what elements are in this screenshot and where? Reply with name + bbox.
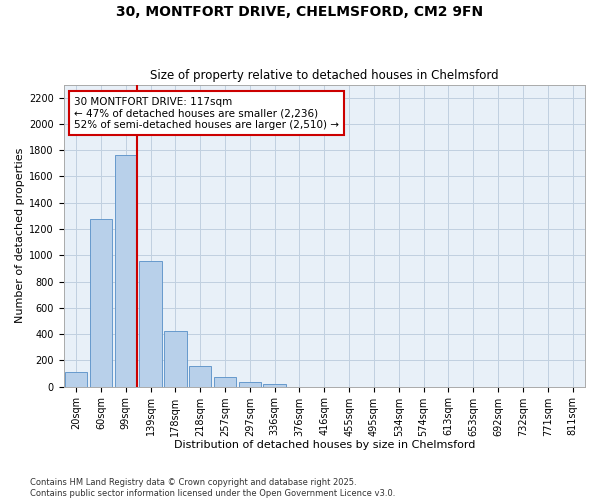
Y-axis label: Number of detached properties: Number of detached properties [15, 148, 25, 324]
Bar [214, 378, 236, 386]
Text: 30, MONTFORT DRIVE, CHELMSFORD, CM2 9FN: 30, MONTFORT DRIVE, CHELMSFORD, CM2 9FN [116, 5, 484, 19]
Title: Size of property relative to detached houses in Chelmsford: Size of property relative to detached ho… [150, 69, 499, 82]
Bar [239, 382, 261, 386]
X-axis label: Distribution of detached houses by size in Chelmsford: Distribution of detached houses by size … [173, 440, 475, 450]
Bar [139, 260, 162, 386]
Bar [115, 156, 137, 386]
Bar [90, 218, 112, 386]
Text: 30 MONTFORT DRIVE: 117sqm
← 47% of detached houses are smaller (2,236)
52% of se: 30 MONTFORT DRIVE: 117sqm ← 47% of detac… [74, 96, 339, 130]
Bar [65, 372, 87, 386]
Text: Contains HM Land Registry data © Crown copyright and database right 2025.
Contai: Contains HM Land Registry data © Crown c… [30, 478, 395, 498]
Bar [164, 332, 187, 386]
Bar [189, 366, 211, 386]
Bar [263, 384, 286, 386]
